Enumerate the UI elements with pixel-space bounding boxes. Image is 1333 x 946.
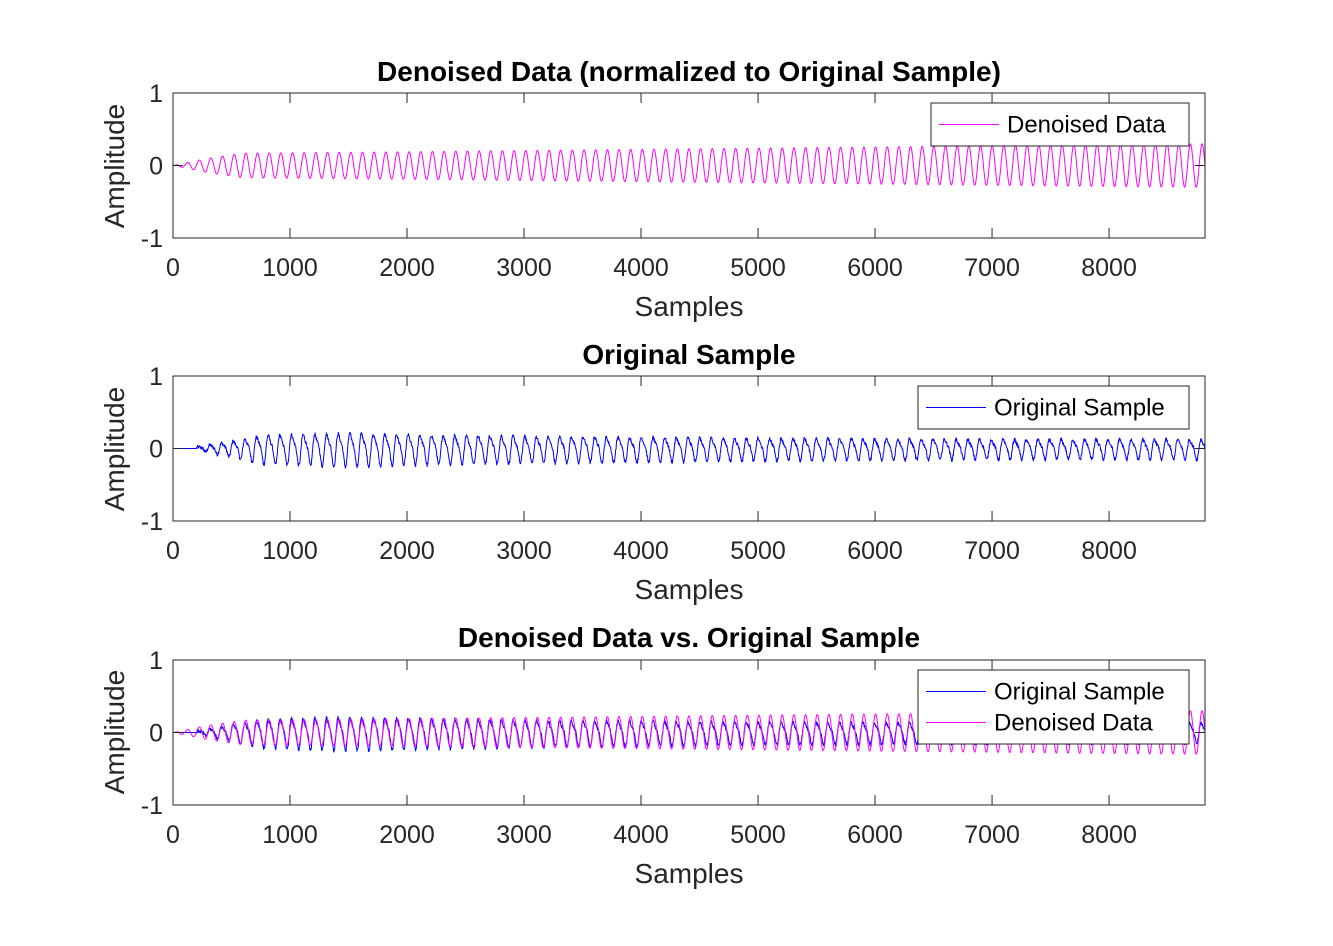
series-line-denoised-data — [172, 710, 1206, 755]
x-tick-label: 8000 — [1081, 254, 1137, 282]
legend-box — [917, 669, 1190, 745]
x-tick-label: 0 — [166, 537, 180, 565]
x-axis-label: Samples — [635, 858, 744, 889]
x-tick-label: 3000 — [496, 821, 552, 849]
x-tick-label: 3000 — [496, 537, 552, 565]
legend-label: Original Sample — [994, 395, 1165, 422]
x-tick-label: 7000 — [964, 537, 1020, 565]
x-tick-label: 5000 — [730, 821, 786, 849]
x-tick-label: 1000 — [262, 254, 318, 282]
legend: Original Sample Denoised Data — [917, 669, 1190, 745]
x-tick-label: 5000 — [730, 254, 786, 282]
x-tick-label: 8000 — [1081, 821, 1137, 849]
subplot-title: Denoised Data (normalized to Original Sa… — [377, 56, 1001, 87]
x-tick-label: 4000 — [613, 537, 669, 565]
series-line-denoised-data — [172, 143, 1206, 188]
subplot-3: Denoised Data vs. Original Sample Amplit… — [99, 622, 920, 889]
x-tick-label: 8000 — [1081, 537, 1137, 565]
legend: Denoised Data — [930, 102, 1190, 147]
x-tick-label: 6000 — [847, 254, 903, 282]
y-tick-label: 1 — [149, 80, 163, 108]
y-axis-label: Amplitude — [99, 670, 130, 795]
x-tick-label: 1000 — [262, 537, 318, 565]
plot-area-3: 0 1000 2000 3000 4000 5000 6000 7000 8000-101Ori… — [141, 647, 1206, 849]
y-tick-label: -1 — [141, 225, 163, 253]
legend-label: Denoised Data — [994, 710, 1153, 737]
x-tick-label: 2000 — [379, 821, 435, 849]
y-tick-label: 1 — [149, 363, 163, 391]
subplot-title: Denoised Data vs. Original Sample — [458, 622, 920, 653]
x-tick-label: 6000 — [847, 537, 903, 565]
x-tick-label: 2000 — [379, 537, 435, 565]
legend-label: Denoised Data — [1007, 112, 1166, 139]
y-tick-label: 1 — [149, 647, 163, 675]
x-tick-label: 1000 — [262, 821, 318, 849]
plot-area-2: 0 1000 2000 3000 4000 5000 6000 7000 8000-101Ori… — [141, 363, 1206, 565]
x-tick-label: 2000 — [379, 254, 435, 282]
x-tick-label: 5000 — [730, 537, 786, 565]
y-axis-label: Amplitude — [99, 387, 130, 512]
y-axis-label: Amplitude — [99, 104, 130, 229]
y-tick-label: 0 — [149, 153, 163, 181]
x-tick-label: 0 — [166, 821, 180, 849]
x-axis-label: Samples — [635, 291, 744, 322]
subplot-2: Original Sample Amplitude Samples — [99, 339, 796, 605]
legend-label: Original Sample — [994, 679, 1165, 706]
y-tick-label: -1 — [141, 508, 163, 536]
x-tick-label: 3000 — [496, 254, 552, 282]
x-axis-label: Samples — [635, 574, 744, 605]
y-tick-label: -1 — [141, 792, 163, 820]
x-tick-label: 0 — [166, 254, 180, 282]
subplot-1: Denoised Data (normalized to Original Sa… — [99, 56, 1001, 322]
y-tick-label: 0 — [149, 436, 163, 464]
y-tick-label: 0 — [149, 720, 163, 748]
x-tick-label: 7000 — [964, 821, 1020, 849]
legend: Original Sample — [917, 385, 1190, 430]
subplot-title: Original Sample — [582, 339, 795, 370]
x-tick-label: 6000 — [847, 821, 903, 849]
x-tick-label: 7000 — [964, 254, 1020, 282]
x-tick-label: 4000 — [613, 821, 669, 849]
plot-area-1: 0 1000 2000 3000 4000 5000 6000 7000 8000-101Den… — [141, 80, 1206, 282]
series-line-original-sample — [172, 431, 1206, 469]
x-tick-label: 4000 — [613, 254, 669, 282]
